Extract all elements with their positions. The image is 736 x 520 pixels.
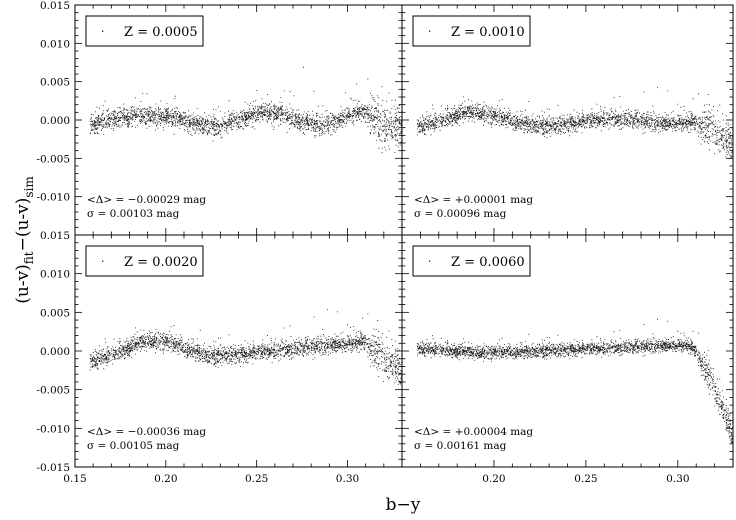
mean-delta-annotation: <Δ> = +0.00004 mag xyxy=(414,426,533,438)
x-tick-label: 0.15 xyxy=(63,473,86,485)
sigma-annotation: σ = 0.00105 mag xyxy=(87,440,180,452)
sigma-annotation: σ = 0.00103 mag xyxy=(87,208,180,220)
ticks-top-right xyxy=(401,4,734,236)
y-tick-label: -0.015 xyxy=(36,462,70,474)
y-tick-label: -0.005 xyxy=(36,385,70,397)
y-tick-label: 0.005 xyxy=(40,307,70,319)
legend-label: Z = 0.0010 xyxy=(451,25,525,40)
y-tick-label: 0.000 xyxy=(40,115,70,127)
legend-box xyxy=(412,15,531,47)
y-axis-title-main: (u-v) xyxy=(13,264,33,304)
legend-marker xyxy=(429,30,431,32)
legend-box xyxy=(412,245,531,277)
y-tick-label: -0.010 xyxy=(36,192,70,204)
svg-text:(u-v)fit−(u-v)sim: (u-v)fit−(u-v)sim xyxy=(13,176,36,304)
panel-bottom-left: 0.0150.0100.0050.000-0.005-0.010-0.0150.… xyxy=(36,230,403,485)
legend-bottom-left: Z = 0.0020 xyxy=(85,245,204,277)
y-axis-title-sub-sim: sim xyxy=(22,176,36,198)
y-tick-label: -0.010 xyxy=(36,423,70,435)
sigma-annotation: σ = 0.00096 mag xyxy=(414,208,507,220)
panel-bottom-right: 0.20 0.25 0.30 Z = 0.0060 <Δ> = +0.00004 mag… xyxy=(401,234,734,485)
scatter-points-bottom-left xyxy=(89,309,402,385)
scatter-points-top-left xyxy=(89,66,402,154)
ticks-bottom-left xyxy=(74,234,403,468)
y-axis-title-sub-fit: fit xyxy=(22,251,36,264)
y-tick-label: 0.000 xyxy=(40,346,70,358)
sigma-annotation: σ = 0.00161 mag xyxy=(414,440,507,452)
legend-label: Z = 0.0060 xyxy=(451,255,525,270)
scatter-points-top-right xyxy=(416,87,733,159)
legend-label: Z = 0.0020 xyxy=(124,255,198,270)
legend-marker xyxy=(102,260,104,262)
legend-marker xyxy=(102,30,104,32)
mean-delta-annotation: <Δ> = −0.00036 mag xyxy=(87,426,206,438)
x-tick-label: 0.25 xyxy=(245,473,268,485)
y-tick-label: 0.015 xyxy=(40,230,70,242)
legend-box xyxy=(85,245,204,277)
legend-top-left: Z = 0.0005 xyxy=(85,15,204,47)
x-tick-label: 0.30 xyxy=(336,473,359,485)
x-tick-label: 0.30 xyxy=(666,473,689,485)
x-axis-title: b−y xyxy=(386,495,421,515)
y-tick-label: 0.010 xyxy=(40,269,70,281)
scatter-points-bottom-right xyxy=(416,318,733,443)
legend-box xyxy=(85,15,204,47)
y-axis-title: (u-v)fit−(u-v)sim xyxy=(13,176,36,304)
legend-label: Z = 0.0005 xyxy=(124,25,198,40)
legend-marker xyxy=(429,260,431,262)
mean-delta-annotation: <Δ> = +0.00001 mag xyxy=(414,194,533,206)
y-tick-label: -0.005 xyxy=(36,153,70,165)
mean-delta-annotation: <Δ> = −0.00029 mag xyxy=(87,194,206,206)
x-tick-label: 0.20 xyxy=(482,473,505,485)
ticks-bottom-right xyxy=(401,234,734,468)
legend-top-right: Z = 0.0010 xyxy=(412,15,531,47)
x-tick-label: 0.20 xyxy=(154,473,177,485)
panels: 0.015 0.010 0.005 0.000 -0.005 -0.010 Z = 0.00… xyxy=(36,0,734,485)
y-tick-label: 0.005 xyxy=(40,77,70,89)
legend-bottom-right: Z = 0.0060 xyxy=(412,245,531,277)
x-tick-label: 0.25 xyxy=(574,473,597,485)
y-tick-label: 0.010 xyxy=(40,38,70,50)
y-axis-title-dash: −(u-v) xyxy=(13,198,33,252)
y-tick-label: 0.015 xyxy=(40,0,70,12)
